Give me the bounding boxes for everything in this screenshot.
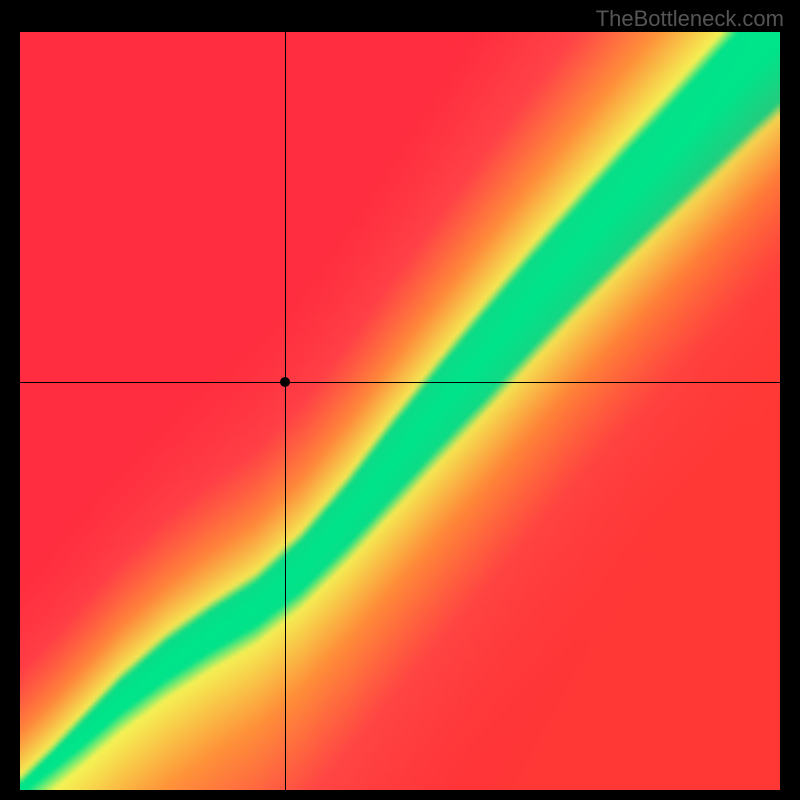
crosshair-horizontal: [20, 382, 780, 383]
watermark-text: TheBottleneck.com: [596, 6, 784, 32]
crosshair-vertical: [285, 32, 286, 790]
heatmap-chart: [20, 32, 780, 790]
heatmap-canvas: [20, 32, 780, 790]
data-point-marker: [280, 377, 290, 387]
